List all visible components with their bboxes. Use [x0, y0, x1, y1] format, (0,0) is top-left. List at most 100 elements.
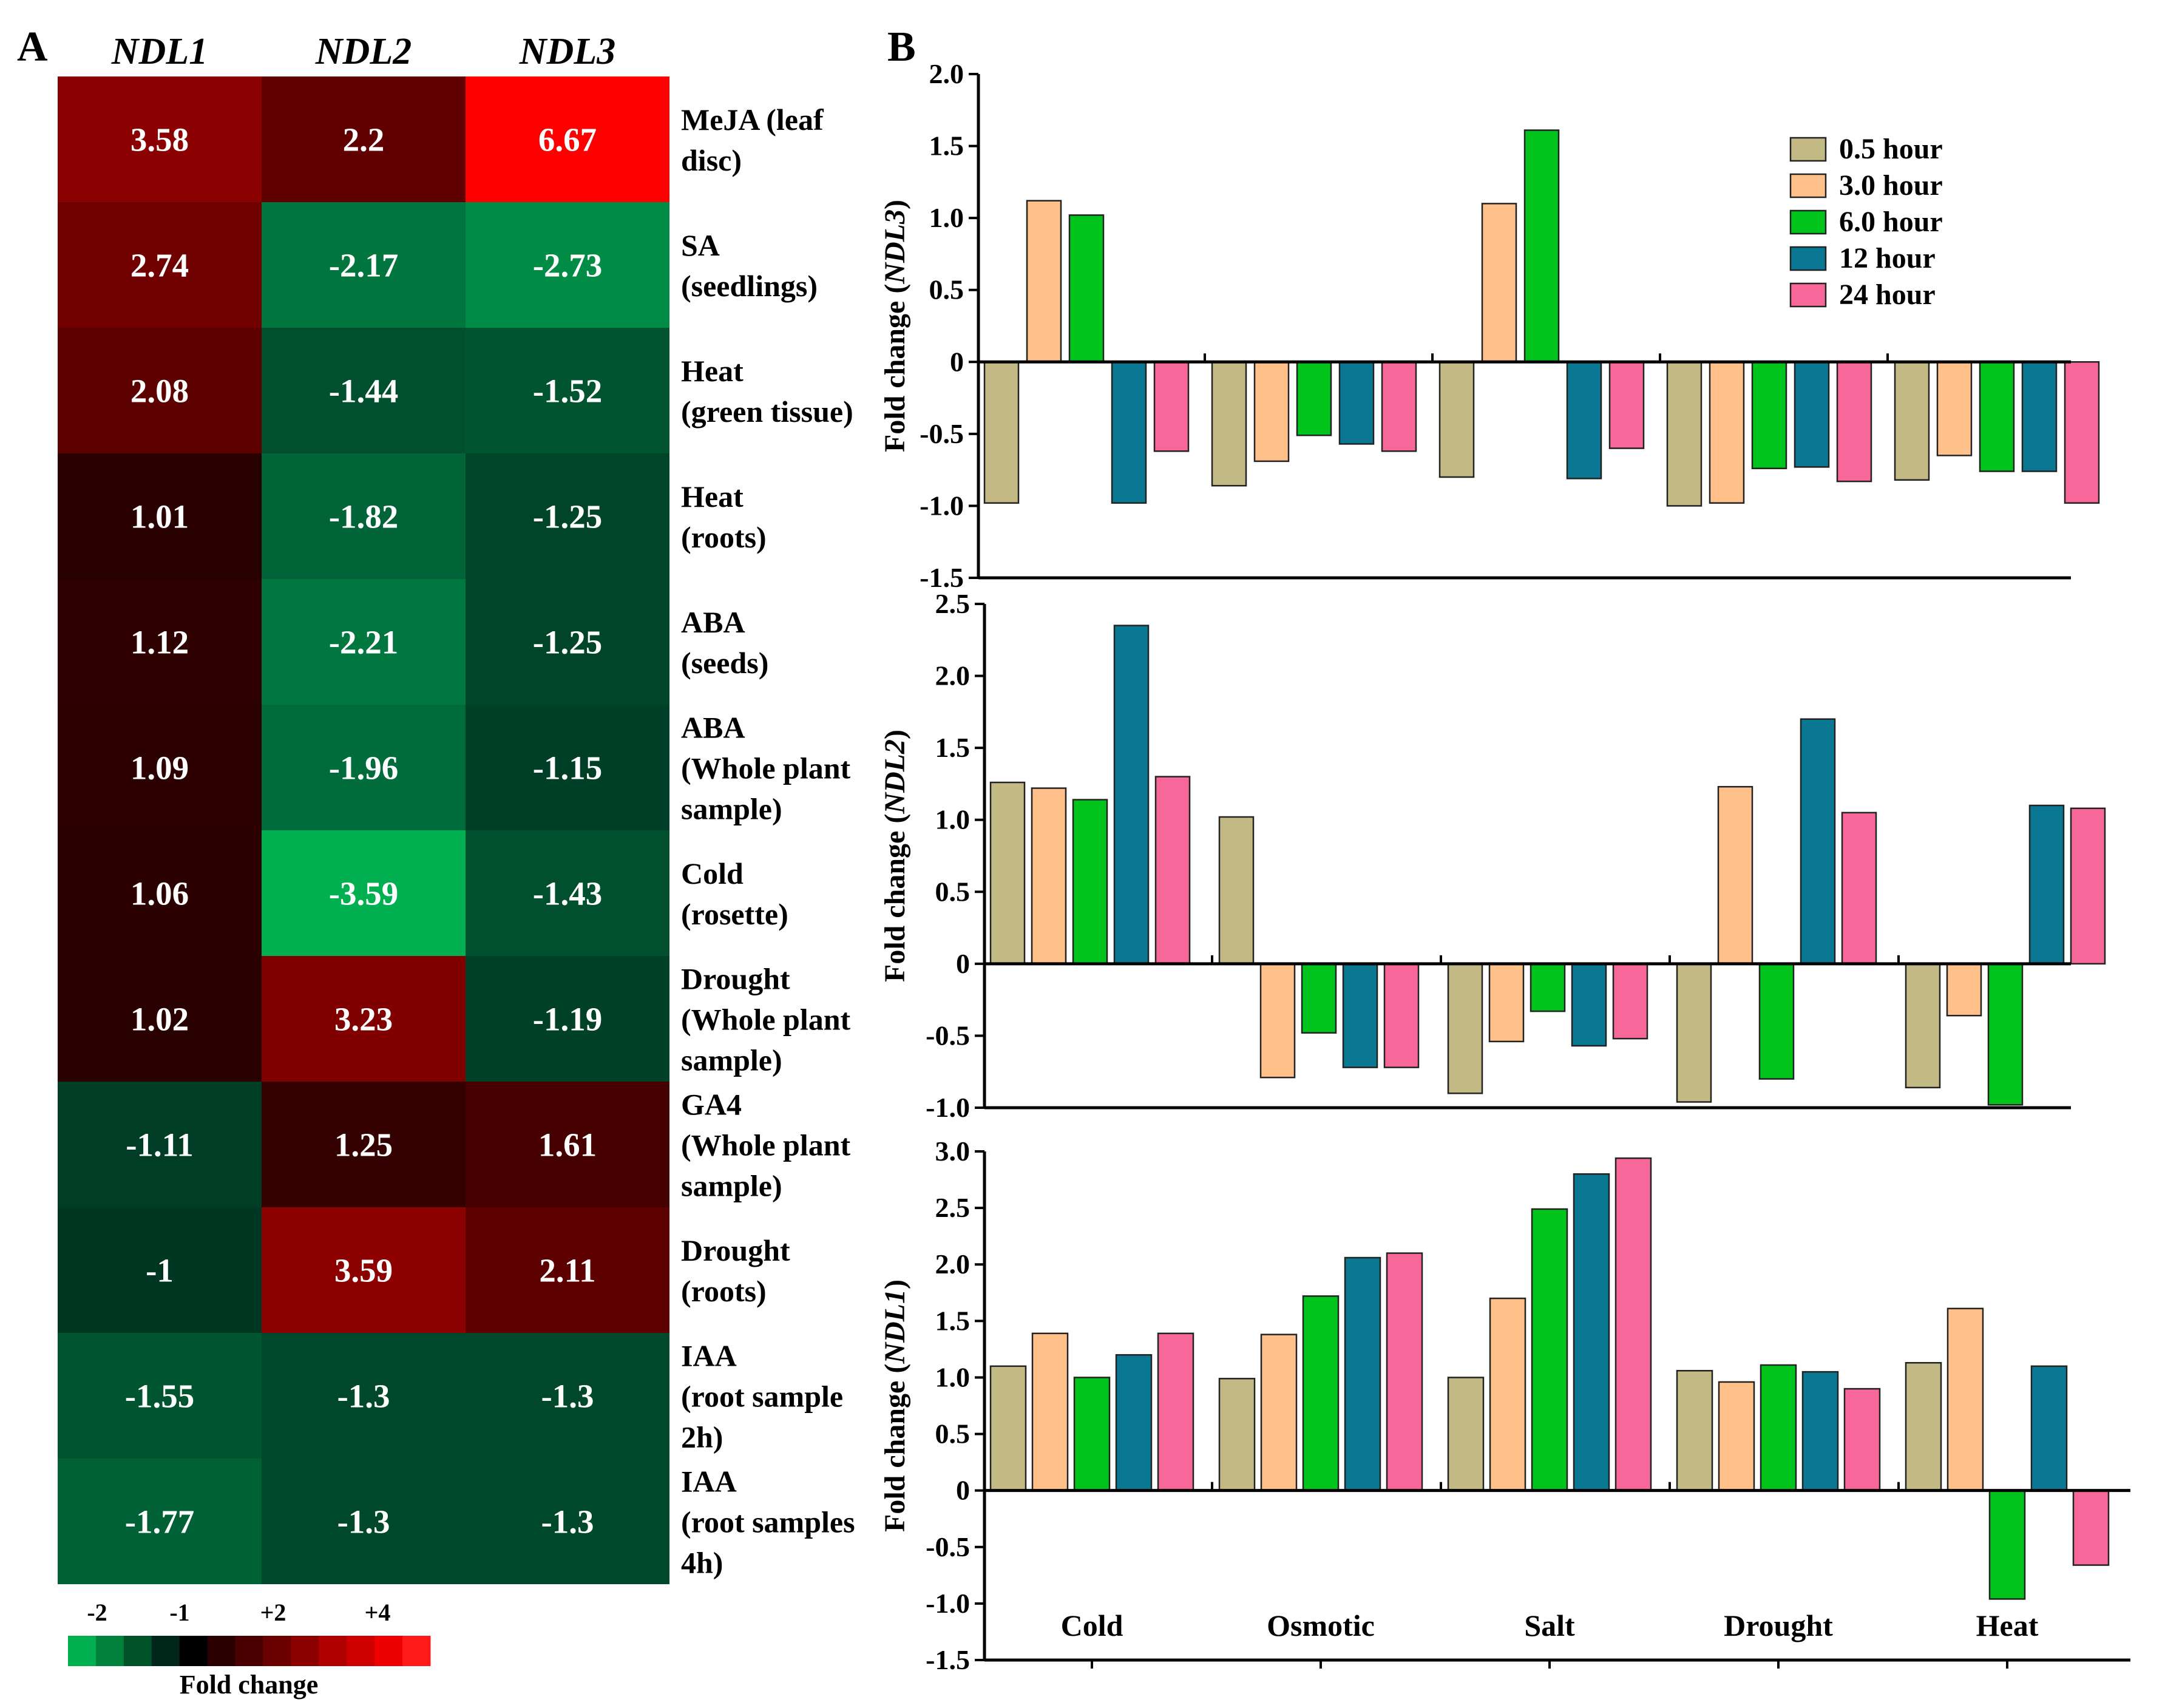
- heatmap-cell: [466, 830, 669, 956]
- heatmap-cell: [58, 830, 262, 956]
- heatmap-cell-value: -1.25: [533, 624, 603, 661]
- heatmap-row-label: (root samples: [681, 1505, 855, 1539]
- colorbar-swatch: [123, 1636, 152, 1666]
- bar-6-0-hour: [1531, 1208, 1568, 1491]
- colorbar-label: Fold change: [180, 1670, 319, 1700]
- heatmap-cell: [58, 1459, 262, 1584]
- bar-24-hour: [1386, 1252, 1423, 1491]
- bar-12-hour: [2028, 804, 2065, 965]
- heatmap-row-label: (Whole plant: [681, 1128, 851, 1162]
- y-tick-label: 1.0: [929, 202, 964, 233]
- bar-6-0-hour: [1751, 361, 1787, 470]
- heatmap-cell: [58, 1082, 262, 1207]
- bar-0-5-hour: [1676, 963, 1712, 1103]
- y-tick-label: 0: [956, 948, 970, 979]
- heatmap-cell: [262, 1207, 466, 1333]
- heatmap-row-label: (root sample: [681, 1380, 843, 1414]
- y-tick-label: -1.0: [926, 1588, 970, 1619]
- bar-6-0-hour: [1988, 1489, 2026, 1600]
- heatmap-cell: [262, 76, 466, 202]
- bar-24-hour: [1153, 361, 1190, 452]
- category-label: Drought: [1724, 1608, 1833, 1642]
- y-tick-label: -1.0: [920, 490, 964, 521]
- bar-6-0-hour: [1760, 1364, 1797, 1491]
- bar-24-hour: [1612, 963, 1648, 1040]
- bar-3-0-hour: [1031, 787, 1067, 965]
- bar-24-hour: [1381, 361, 1417, 452]
- heatmap-cell-value: -1.55: [125, 1378, 195, 1415]
- legend-swatch: [1789, 209, 1827, 235]
- heatmap-row-label: Heat: [681, 354, 744, 388]
- legend-label: 24 hour: [1839, 279, 1936, 311]
- bar-0-5-hour: [1894, 361, 1930, 481]
- category-label: Cold: [1061, 1608, 1123, 1642]
- bar-chart-ndl1: -1.5 -1.0 -0.5 0 0.5 1.0 1.5 2.0 2.5 3.0 Fold chan…: [879, 1136, 2130, 1675]
- y-tick-label: 0.5: [935, 1418, 971, 1449]
- colorbar-swatch: [319, 1636, 347, 1666]
- heatmap-cell-value: -2.73: [533, 247, 603, 284]
- y-tick-label: 0: [956, 1475, 970, 1506]
- colorbar: -2 -1 +2 +4 Fold change: [68, 1599, 431, 1700]
- heatmap-row-label: sample): [681, 1043, 782, 1077]
- heatmap-cell-value: 1.02: [130, 1001, 189, 1038]
- bar-6-0-hour: [1073, 1377, 1111, 1491]
- heatmap-cell: [262, 1333, 466, 1459]
- colorbar-swatch: [95, 1636, 124, 1666]
- colorbar-swatch: [347, 1636, 375, 1666]
- bar-24-hour: [2064, 361, 2100, 504]
- bar-6-0-hour: [1758, 963, 1795, 1080]
- y-tick-label: 0.5: [929, 274, 964, 305]
- y-tick-label: 3.0: [935, 1136, 971, 1167]
- heatmap-cell: [58, 579, 262, 705]
- legend: 0.5 hour 3.0 hour 6.0 hour 12 hour 24 hour: [1789, 133, 1943, 311]
- bar-3-0-hour: [1718, 1381, 1755, 1491]
- bar-3-0-hour: [1936, 361, 1973, 456]
- heatmap-row-label: Cold: [681, 856, 744, 890]
- category-label: Osmotic: [1267, 1608, 1375, 1642]
- colorbar-swatch: [68, 1636, 97, 1666]
- heatmap-row-label: Drought: [681, 1233, 790, 1267]
- bar-24-hour: [2072, 1489, 2110, 1566]
- y-tick-label: -1.0: [926, 1092, 970, 1123]
- y-tick-label: 0: [950, 346, 964, 377]
- y-tick-label: 2.0: [935, 1249, 971, 1279]
- bar-24-hour: [1608, 361, 1645, 449]
- y-axis-label-gene: NDL3: [879, 209, 911, 285]
- heatmap-cell-value: -1.43: [533, 875, 603, 912]
- heatmap-cell: [466, 1333, 669, 1459]
- heatmap-cell-value: -1.3: [337, 1503, 390, 1540]
- y-axis-label-gene: NDL2: [879, 739, 911, 815]
- y-axis-label-suffix: ): [879, 200, 911, 209]
- y-axis-label-suffix: ): [879, 730, 911, 739]
- bar-24-hour: [2070, 807, 2106, 965]
- y-tick-label: 0.5: [935, 876, 971, 907]
- colorbar-swatch: [291, 1636, 319, 1666]
- heatmap-cell-value: -1.3: [337, 1378, 390, 1415]
- heatmap-cell-value: -1.52: [533, 373, 603, 410]
- heatmap-cell-value: 2.08: [130, 373, 189, 410]
- bar-3-0-hour: [1481, 203, 1517, 363]
- bar-12-hour: [1571, 963, 1607, 1047]
- y-tick-label: -1.5: [920, 562, 964, 593]
- bar-12-hour: [1573, 1173, 1610, 1491]
- heatmap-cell-value: -1.82: [329, 498, 399, 535]
- bar-24-hour: [1836, 361, 1872, 483]
- bar-24-hour: [1614, 1157, 1652, 1491]
- panel-label-b: B: [887, 24, 916, 70]
- bar-3-0-hour: [1026, 200, 1062, 363]
- heatmap-cell: [262, 1082, 466, 1207]
- heatmap-cell: [466, 1207, 669, 1333]
- heatmap-cell: [262, 705, 466, 830]
- heatmap-row-label: ABA: [681, 605, 745, 639]
- bar-0-5-hour: [1211, 361, 1247, 487]
- colorbar-swatch: [235, 1636, 263, 1666]
- heatmap-cell-value: -1.15: [533, 750, 603, 787]
- heatmap-row-label: (Whole plant: [681, 1003, 851, 1037]
- bar-12-hour: [1800, 718, 1836, 965]
- bar-3-0-hour: [1253, 361, 1290, 463]
- y-axis-label: Fold change (NDL2): [879, 730, 911, 982]
- bar-0-5-hour: [1438, 361, 1475, 478]
- legend-swatch: [1789, 246, 1827, 271]
- heatmap-row-label: SA: [681, 228, 720, 262]
